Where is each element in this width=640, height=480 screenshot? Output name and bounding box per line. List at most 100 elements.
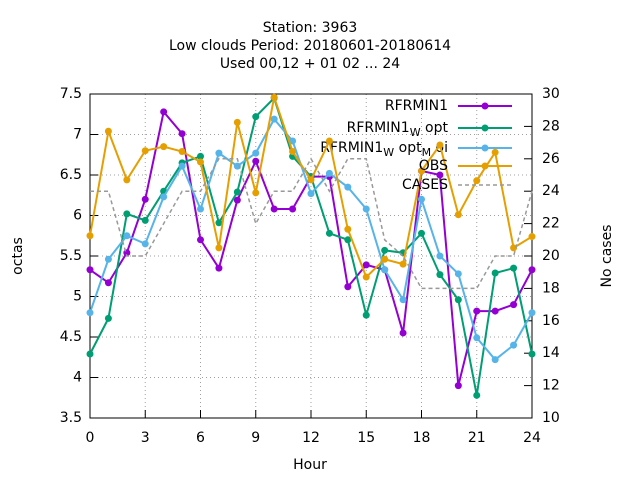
data-point [215,244,223,252]
data-point [325,137,333,145]
data-point [160,193,168,201]
data-point [252,149,260,157]
data-point [270,205,278,213]
y2-tick-label: 26 [542,151,560,167]
data-point [454,270,462,278]
legend-text: opt [421,120,449,136]
x-tick-label: 6 [196,430,205,446]
y-tick-label: 6 [73,208,82,224]
data-point [289,137,297,145]
y2-tick-label: 18 [542,280,560,296]
x-axis-label: Hour [293,457,327,473]
x-tick-label: 0 [86,430,95,446]
legend-text: RFRMIN1 [320,140,383,156]
data-point [270,93,278,101]
legend-marker [481,124,489,132]
data-point [86,309,94,317]
data-point [362,311,370,319]
data-point [454,296,462,304]
y-tick-label: 7 [73,127,82,143]
x-tick-label: 21 [468,430,486,446]
legend-label: CASES [402,177,448,193]
y2-tick-label: 30 [542,86,560,102]
legend-marker [481,102,489,110]
legend-marker [481,144,489,152]
data-point [325,169,333,177]
y-tick-label: 6.5 [60,167,82,183]
legend-sub: M [422,146,432,159]
x-tick-label: 24 [523,430,541,446]
y2-axis-label: No cases [599,225,615,288]
legend-label: RFRMIN1W opt [347,120,449,139]
data-point [491,148,499,156]
data-point [160,108,168,116]
data-point [510,341,518,349]
data-point [178,130,186,138]
data-point [436,271,444,279]
data-point [86,266,94,274]
data-point [381,246,389,254]
data-point [197,236,204,244]
legend-text: opt [394,140,422,156]
data-point [473,307,481,315]
data-point [399,296,407,304]
y-tick-label: 5 [73,289,82,305]
y-tick-label: 5.5 [60,248,82,264]
data-point [289,205,297,213]
data-point [381,255,389,263]
data-point [233,188,241,196]
legend-marker [481,162,489,170]
data-point [399,329,407,337]
data-point [252,113,260,121]
data-point [178,148,186,156]
data-point [325,229,333,237]
plot-border [89,93,533,419]
data-point [197,205,204,213]
data-point [215,219,223,227]
data-point [436,171,444,179]
data-point [418,229,425,237]
y2-tick-label: 22 [542,216,560,232]
data-point [197,152,204,160]
y-tick-label: 4 [73,370,82,386]
data-point [418,167,425,175]
data-point [141,195,149,203]
legend-label: OBS [419,158,448,174]
data-point [178,162,186,170]
y2-tick-label: 16 [542,313,560,329]
data-point [141,147,149,155]
data-point [307,176,315,184]
data-point [436,141,444,149]
data-point [362,205,370,213]
legend-label: RFRMIN1 [385,98,448,114]
title-line: Used 00,12 + 01 02 ... 24 [220,56,400,72]
data-point [436,252,444,260]
y-axis-label: octas [10,237,26,275]
x-tick-label: 9 [251,430,260,446]
data-point [418,195,425,203]
data-point [289,148,297,156]
data-point [344,225,352,233]
data-point [215,149,223,157]
data-point [307,190,315,198]
data-point [528,266,536,274]
data-point [362,261,370,269]
data-point [454,211,462,219]
data-point [233,118,241,126]
data-point [123,210,131,218]
data-point [510,264,518,272]
title-line: Low clouds Period: 20180601-20180614 [169,38,451,54]
y-tick-label: 4.5 [60,329,82,345]
x-tick-label: 15 [357,430,375,446]
data-point [104,279,112,287]
data-point [381,266,389,274]
data-point [215,264,223,272]
data-point [252,189,260,197]
data-point [270,115,278,123]
data-point [123,176,131,184]
data-point [160,143,168,151]
data-point [528,309,536,317]
data-point [473,177,481,185]
legend-sub: W [410,126,421,139]
